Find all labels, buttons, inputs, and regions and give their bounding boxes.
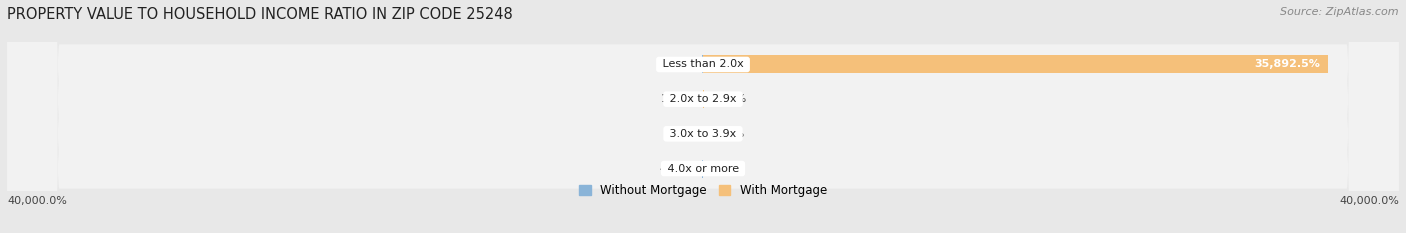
- Text: 40,000.0%: 40,000.0%: [7, 195, 67, 206]
- Text: 35,892.5%: 35,892.5%: [1254, 59, 1320, 69]
- Text: 10.0%: 10.0%: [710, 129, 745, 139]
- Legend: Without Mortgage, With Mortgage: Without Mortgage, With Mortgage: [579, 184, 827, 197]
- Text: 60.5%: 60.5%: [711, 94, 747, 104]
- Bar: [703, 55, 1327, 73]
- Text: 36.1%: 36.1%: [661, 59, 696, 69]
- FancyBboxPatch shape: [7, 0, 1399, 233]
- Text: 0.36%: 0.36%: [710, 164, 745, 174]
- Text: Less than 2.0x: Less than 2.0x: [659, 59, 747, 69]
- Text: Source: ZipAtlas.com: Source: ZipAtlas.com: [1281, 7, 1399, 17]
- Text: 3.0x to 3.9x: 3.0x to 3.9x: [666, 129, 740, 139]
- Text: 2.6%: 2.6%: [668, 129, 696, 139]
- FancyBboxPatch shape: [7, 0, 1399, 233]
- FancyBboxPatch shape: [7, 0, 1399, 233]
- Text: 2.0x to 2.9x: 2.0x to 2.9x: [666, 94, 740, 104]
- Text: PROPERTY VALUE TO HOUSEHOLD INCOME RATIO IN ZIP CODE 25248: PROPERTY VALUE TO HOUSEHOLD INCOME RATIO…: [7, 7, 513, 22]
- Text: 4.0x or more: 4.0x or more: [664, 164, 742, 174]
- Text: 42.0%: 42.0%: [659, 164, 696, 174]
- FancyBboxPatch shape: [7, 0, 1399, 233]
- Text: 40,000.0%: 40,000.0%: [1339, 195, 1399, 206]
- Text: 19.3%: 19.3%: [661, 94, 696, 104]
